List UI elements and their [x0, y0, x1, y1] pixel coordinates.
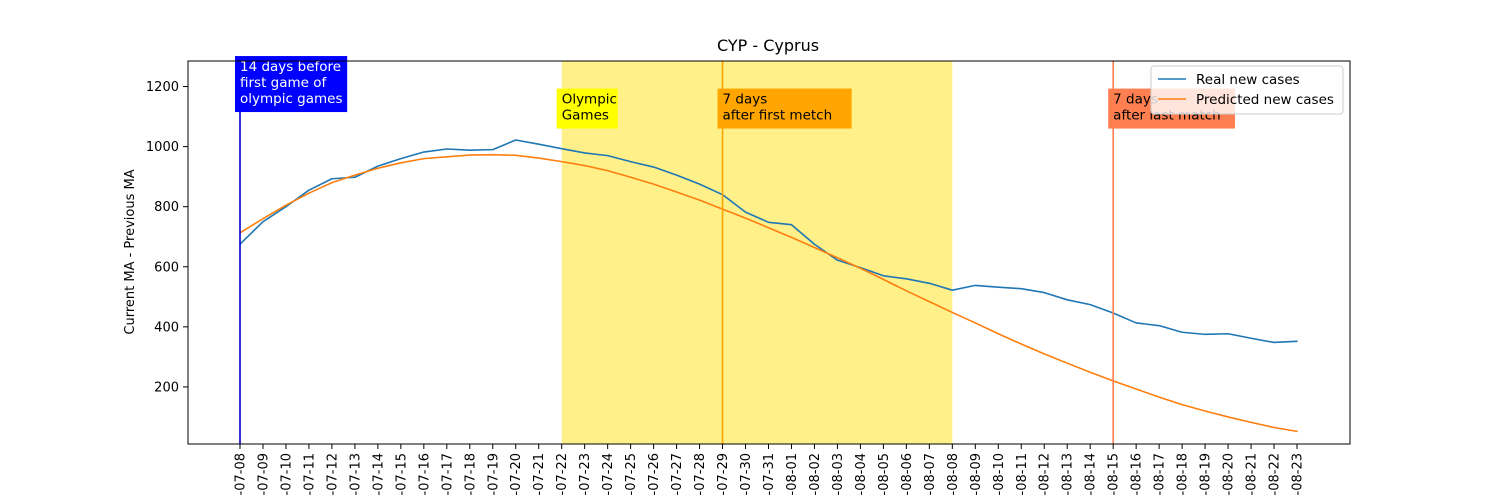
- x-tick-label-13: -07-21: [532, 453, 547, 495]
- annotation-box-2: [717, 88, 852, 129]
- x-tick-label-27: -08-04: [854, 453, 869, 495]
- x-tick-label-43: -08-20: [1222, 453, 1237, 495]
- x-tick-label-1: -07-09: [256, 453, 271, 495]
- plot-area: -07-08 -07-09 -07-10 -07-11 -07-12 -07-13 -07-…: [146, 56, 1351, 495]
- legend-label-0: Real new cases: [1196, 72, 1300, 88]
- annotation-text-1-1: Games: [562, 108, 609, 124]
- x-tick-label-40: -08-17: [1153, 453, 1168, 495]
- x-tick-label-18: -07-26: [647, 453, 662, 495]
- annotation-box-0: [235, 56, 348, 113]
- x-tick-label-35: -08-12: [1038, 453, 1053, 495]
- y-tick-label-4: 1000: [146, 140, 179, 155]
- x-tick-label-23: -07-31: [762, 453, 777, 495]
- legend-label-1: Predicted new cases: [1196, 92, 1334, 108]
- x-tick-label-14: -07-22: [555, 453, 570, 495]
- legend-box: [1150, 65, 1344, 115]
- x-tick-label-33: -08-10: [992, 453, 1007, 495]
- x-tick-label-12: -07-20: [509, 453, 524, 495]
- x-tick-label-17: -07-25: [624, 453, 639, 495]
- series-line-1: [239, 153, 1298, 433]
- x-tick-label-32: -08-09: [969, 453, 984, 495]
- x-tick-label-31: -08-08: [946, 453, 961, 495]
- x-tick-label-24: -08-01: [785, 453, 800, 495]
- annotation-box-1: [556, 88, 618, 129]
- x-tick-label-16: -07-24: [601, 453, 616, 495]
- x-tick-label-2: -07-10: [279, 453, 294, 495]
- x-tick-label-46: -08-23: [1291, 453, 1306, 495]
- annotation-text-1-0: Olympic: [562, 92, 617, 108]
- x-tick-label-36: -08-13: [1061, 453, 1076, 495]
- x-tick-label-39: -08-16: [1130, 453, 1145, 495]
- x-tick-label-37: -08-14: [1084, 453, 1099, 495]
- x-tick-label-4: -07-12: [325, 453, 340, 495]
- y-tick-label-1: 400: [154, 320, 179, 335]
- x-tick-label-26: -08-03: [831, 453, 846, 495]
- y-tick-label-5: 1200: [146, 80, 179, 95]
- y-axis-label: Current MA - Previous MA: [123, 169, 138, 334]
- axes-frame: [187, 60, 1351, 445]
- annotation-text-0-2: olympic games: [240, 91, 343, 107]
- x-tick-label-22: -07-30: [739, 453, 754, 495]
- x-tick-label-6: -07-14: [371, 453, 386, 495]
- x-tick-label-42: -08-19: [1199, 453, 1214, 495]
- chart-title: CYP - Cyprus: [717, 36, 819, 55]
- x-tick-label-3: -07-11: [302, 453, 317, 495]
- x-tick-label-38: -08-15: [1107, 453, 1122, 495]
- x-tick-label-29: -08-06: [900, 453, 915, 495]
- x-tick-label-44: -08-21: [1245, 453, 1260, 495]
- annotation-text-2-1: after first metch: [723, 108, 833, 124]
- x-tick-label-34: -08-11: [1015, 453, 1030, 495]
- x-tick-label-11: -07-19: [486, 453, 501, 495]
- y-tick-label-0: 200: [154, 380, 179, 395]
- x-tick-label-41: -08-18: [1176, 453, 1191, 495]
- x-tick-label-9: -07-17: [440, 453, 455, 495]
- x-tick-label-15: -07-23: [578, 453, 593, 495]
- x-tick-label-7: -07-15: [394, 453, 409, 495]
- x-tick-label-30: -08-07: [923, 453, 938, 495]
- x-tick-label-5: -07-13: [348, 453, 363, 495]
- x-tick-label-25: -08-02: [808, 453, 823, 495]
- x-tick-label-45: -08-22: [1268, 453, 1283, 495]
- annotation-text-3-0: 7 days: [1113, 92, 1158, 108]
- series-line-0: [239, 139, 1298, 344]
- x-tick-label-19: -07-27: [670, 453, 685, 495]
- x-tick-label-28: -08-05: [877, 453, 892, 495]
- y-tick-label-3: 800: [154, 200, 179, 215]
- annotation-text-2-0: 7 days: [723, 92, 768, 108]
- x-tick-label-8: -07-16: [417, 453, 432, 495]
- annotation-text-0-1: first game of: [240, 75, 328, 91]
- x-tick-label-20: -07-28: [693, 453, 708, 495]
- y-tick-label-2: 600: [154, 260, 179, 275]
- annotation-text-0-0: 14 days before: [240, 59, 341, 75]
- x-tick-label-0: -07-08: [234, 453, 249, 495]
- x-tick-label-10: -07-18: [463, 453, 478, 495]
- x-tick-label-21: -07-29: [716, 453, 731, 495]
